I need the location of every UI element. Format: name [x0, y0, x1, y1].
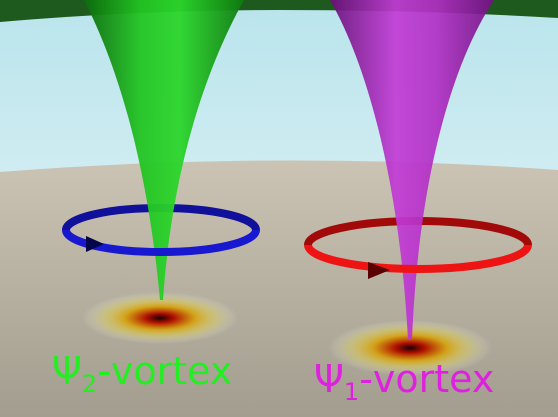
vortex-2-funnel	[84, 0, 244, 300]
vortex-2-label: Ψ2-vortex	[52, 349, 232, 398]
circulation-ring-2-front	[62, 229, 260, 256]
vortex-1-symbol: Ψ	[314, 357, 344, 401]
core-spot-2	[82, 292, 238, 344]
vortex-1-subscript: 1	[344, 378, 359, 406]
vortex-1-funnel	[330, 0, 494, 340]
circulation-ring-1-front	[304, 244, 532, 273]
ring-2-arrow-icon	[86, 236, 104, 252]
vortex-1-suffix: -vortex	[359, 357, 494, 401]
vortex-2-symbol: Ψ	[52, 349, 82, 393]
ring-1-arrow-icon	[368, 262, 390, 279]
vortex-1-label: Ψ1-vortex	[314, 357, 494, 406]
vortex-2-subscript: 2	[82, 370, 97, 398]
vortex-2-suffix: -vortex	[97, 349, 232, 393]
core-spot-1	[328, 320, 492, 376]
